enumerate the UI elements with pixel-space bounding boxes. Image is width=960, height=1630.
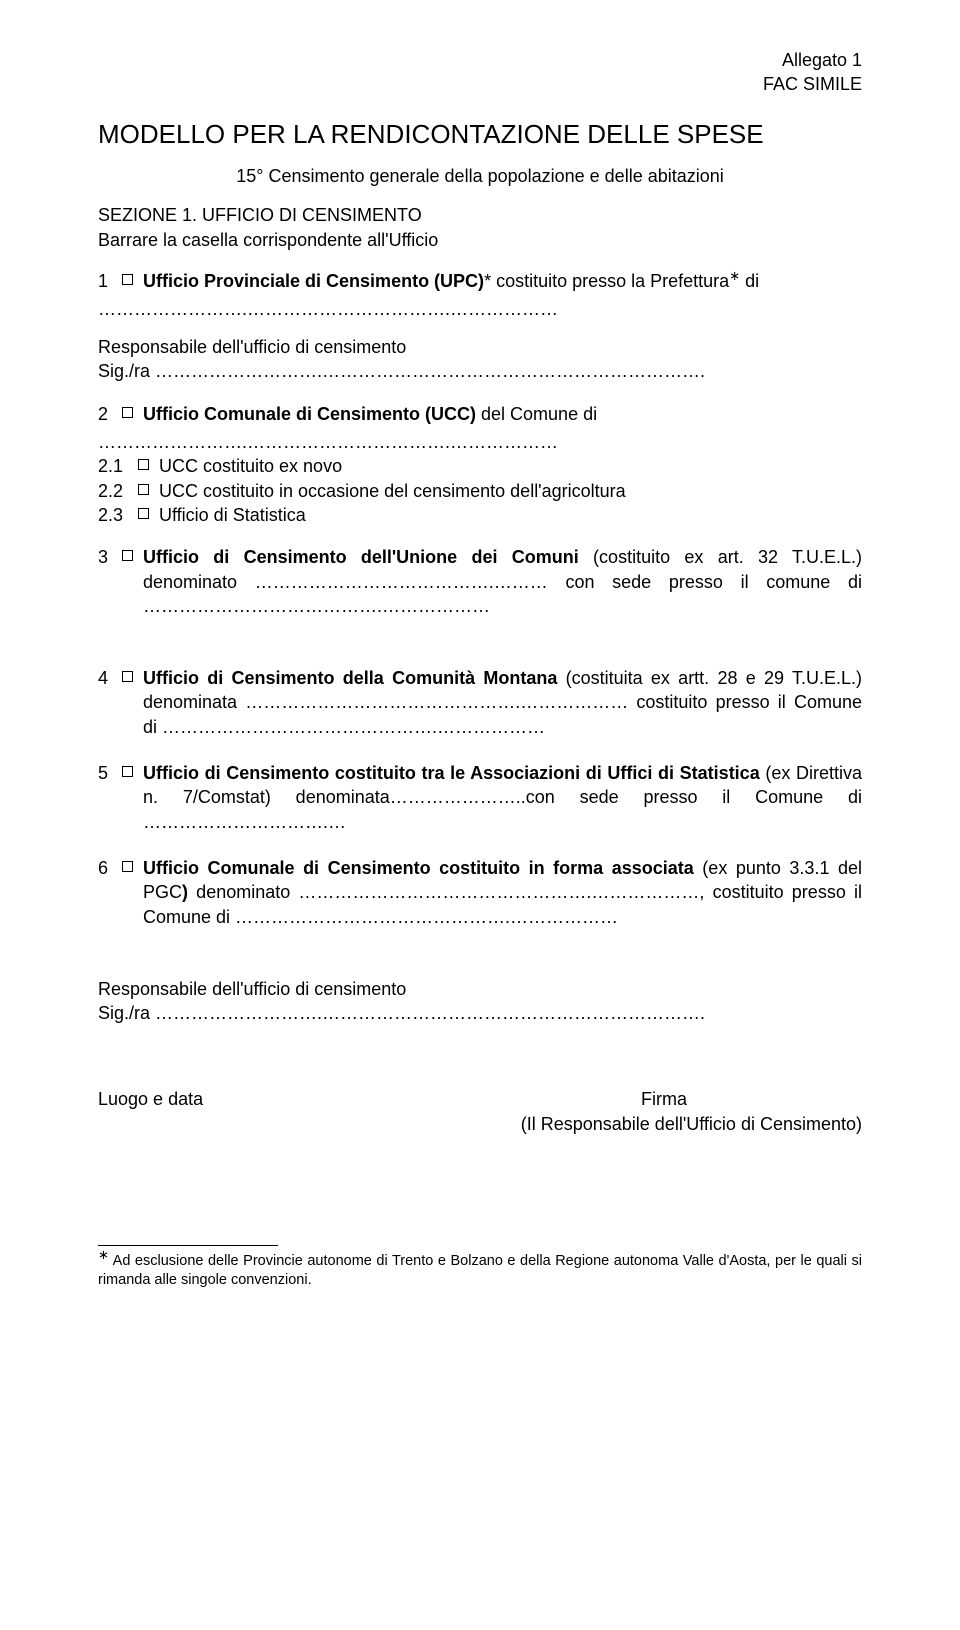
footnote-rule xyxy=(98,1245,278,1246)
checkbox-2-2[interactable] xyxy=(138,484,149,495)
option-5-bold: Ufficio di Censimento costituito tra le … xyxy=(143,763,760,783)
checkbox-6[interactable] xyxy=(122,861,133,872)
option-5-number: 5 xyxy=(98,761,120,785)
checkbox-1[interactable] xyxy=(122,274,133,285)
option-4-number: 4 xyxy=(98,666,120,690)
responsabile-2-sig: Sig./ra ……………………….………………………………………………………. xyxy=(98,1001,862,1025)
option-2-label: Ufficio Comunale di Censimento (UCC) xyxy=(143,404,476,424)
luogo-data-label: Luogo e data xyxy=(98,1089,203,1110)
option-1-label-di: di xyxy=(740,271,759,291)
option-6-number: 6 xyxy=(98,856,120,880)
option-2-3-text: Ufficio di Statistica xyxy=(159,503,862,527)
option-1: 1 Ufficio Provinciale di Censimento (UPC… xyxy=(98,269,862,293)
responsabile-1-label: Responsabile dell'ufficio di censimento xyxy=(98,335,862,359)
responsabile-2-label: Responsabile dell'ufficio di censimento xyxy=(98,977,862,1001)
responsabile-block-1: Responsabile dell'ufficio di censimento … xyxy=(98,335,862,384)
option-4-text: Ufficio di Censimento della Comunità Mon… xyxy=(143,666,862,739)
document-title: MODELLO PER LA RENDICONTAZIONE DELLE SPE… xyxy=(98,119,862,150)
option-2-1-number: 2.1 xyxy=(98,454,136,478)
checkbox-2-1[interactable] xyxy=(138,459,149,470)
checkbox-2[interactable] xyxy=(122,407,133,418)
checkbox-4[interactable] xyxy=(122,671,133,682)
signature-row: Luogo e data Firma xyxy=(98,1089,862,1110)
option-4: 4 Ufficio di Censimento della Comunità M… xyxy=(98,666,862,739)
option-5-text: Ufficio di Censimento costituito tra le … xyxy=(143,761,862,834)
section-1-instruction: Barrare la casella corrispondente all'Uf… xyxy=(98,230,862,251)
firma-label: Firma xyxy=(641,1089,862,1110)
option-4-bold: Ufficio di Censimento della Comunità Mon… xyxy=(143,668,557,688)
footnote: ∗ Ad esclusione delle Provincie autonome… xyxy=(98,1252,862,1290)
option-1-dots: …………………….…………………………….……………… xyxy=(98,297,862,321)
option-1-label-pre: Ufficio Provinciale di Censimento (UPC) xyxy=(143,271,484,291)
facsimile-label: FAC SIMILE xyxy=(98,72,862,96)
footnote-text: Ad esclusione delle Provincie autonome d… xyxy=(98,1253,862,1288)
option-2-3-number: 2.3 xyxy=(98,503,136,527)
header-block: Allegato 1 FAC SIMILE xyxy=(98,48,862,97)
option-1-label-post: costituito presso la Prefettura xyxy=(491,271,729,291)
allegato-label: Allegato 1 xyxy=(98,48,862,72)
option-2-3: 2.3 Ufficio di Statistica xyxy=(98,503,862,527)
option-2-dots: …………………….…………………………….……………… xyxy=(98,430,862,454)
option-2-2: 2.2 UCC costituito in occasione del cens… xyxy=(98,479,862,503)
document-page: Allegato 1 FAC SIMILE MODELLO PER LA REN… xyxy=(0,0,960,1330)
option-3-text: Ufficio di Censimento dell'Unione dei Co… xyxy=(143,545,862,618)
option-3-number: 3 xyxy=(98,545,120,569)
option-3-bold: Ufficio di Censimento dell'Unione dei Co… xyxy=(143,547,579,567)
document-subtitle: 15° Censimento generale della popolazion… xyxy=(98,166,862,187)
checkbox-3[interactable] xyxy=(122,550,133,561)
option-2: 2 Ufficio Comunale di Censimento (UCC) d… xyxy=(98,402,862,426)
option-2-1: 2.1 UCC costituito ex novo xyxy=(98,454,862,478)
option-2-suffix: del Comune di xyxy=(476,404,597,424)
option-6-bold-1: Ufficio Comunale di Censimento costituit… xyxy=(143,858,694,878)
option-2-2-text: UCC costituito in occasione del censimen… xyxy=(159,479,862,503)
option-6: 6 Ufficio Comunale di Censimento costitu… xyxy=(98,856,862,929)
checkbox-5[interactable] xyxy=(122,766,133,777)
responsabile-block-2: Responsabile dell'ufficio di censimento … xyxy=(98,977,862,1026)
option-1-text: Ufficio Provinciale di Censimento (UPC)*… xyxy=(143,269,862,293)
footnote-mark: ∗ xyxy=(98,1248,109,1263)
checkbox-2-3[interactable] xyxy=(138,508,149,519)
footnote-ref: ∗ xyxy=(729,268,740,283)
option-6-text: Ufficio Comunale di Censimento costituit… xyxy=(143,856,862,929)
option-3: 3 Ufficio di Censimento dell'Unione dei … xyxy=(98,545,862,618)
option-5: 5 Ufficio di Censimento costituito tra l… xyxy=(98,761,862,834)
option-2-2-number: 2.2 xyxy=(98,479,136,503)
option-2-number: 2 xyxy=(98,402,120,426)
option-1-number: 1 xyxy=(98,269,120,293)
option-2-text: Ufficio Comunale di Censimento (UCC) del… xyxy=(143,402,862,426)
option-2-1-text: UCC costituito ex novo xyxy=(159,454,862,478)
responsabile-1-sig: Sig./ra ……………………….………………………………………………………. xyxy=(98,359,862,383)
firma-subtitle: (Il Responsabile dell'Ufficio di Censime… xyxy=(98,1114,862,1135)
option-6-rest: denominato ………………………………………….………………, cost… xyxy=(143,882,862,926)
section-1-heading: SEZIONE 1. UFFICIO DI CENSIMENTO xyxy=(98,205,862,226)
